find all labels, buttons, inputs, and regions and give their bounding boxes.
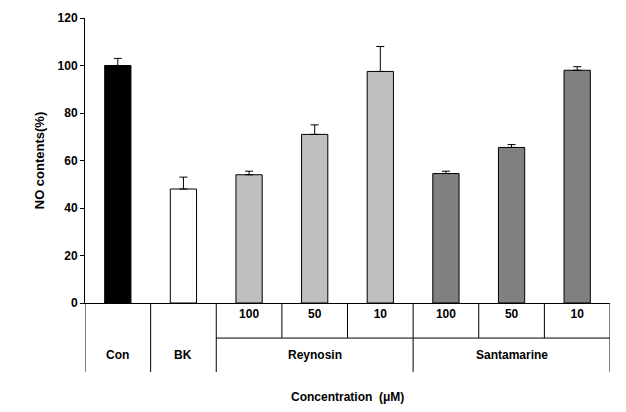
svg-text:100: 100 bbox=[436, 307, 456, 321]
svg-text:50: 50 bbox=[505, 307, 519, 321]
svg-text:Reynosin: Reynosin bbox=[288, 348, 342, 362]
svg-text:20: 20 bbox=[64, 249, 78, 263]
svg-text:50: 50 bbox=[308, 307, 322, 321]
svg-text:Santamarine: Santamarine bbox=[476, 348, 548, 362]
svg-text:0: 0 bbox=[71, 296, 78, 310]
svg-text:Con: Con bbox=[106, 348, 129, 362]
svg-text:NO contents(%): NO contents(%) bbox=[32, 112, 47, 210]
svg-text:120: 120 bbox=[58, 11, 78, 25]
svg-text:40: 40 bbox=[64, 201, 78, 215]
svg-text:10: 10 bbox=[571, 307, 585, 321]
svg-text:10: 10 bbox=[374, 307, 388, 321]
svg-text:BK: BK bbox=[174, 348, 192, 362]
svg-text:100: 100 bbox=[58, 59, 78, 73]
svg-text:80: 80 bbox=[64, 106, 78, 120]
svg-text:Concentration (μM): Concentration (μM) bbox=[291, 390, 404, 404]
svg-text:60: 60 bbox=[64, 154, 78, 168]
svg-text:100: 100 bbox=[239, 307, 259, 321]
